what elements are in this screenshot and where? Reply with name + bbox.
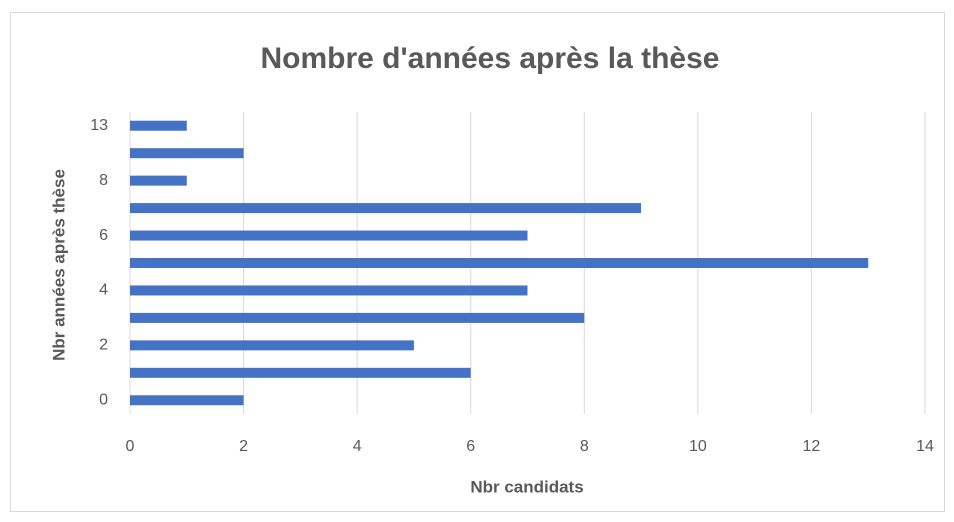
x-axis-title: Nbr candidats [470, 477, 583, 496]
chart-title: Nombre d'années après la thèse [261, 42, 720, 75]
x-tick-label: 2 [239, 438, 248, 455]
bar [130, 258, 869, 268]
x-tick-label: 6 [466, 438, 475, 455]
bar [130, 148, 244, 159]
bar [130, 203, 642, 214]
x-tick-label: 4 [353, 438, 362, 455]
y-tick-label: 6 [99, 227, 108, 244]
bar [130, 340, 414, 351]
bar [130, 120, 187, 131]
x-tick-label: 14 [916, 438, 934, 455]
x-tick-label: 8 [580, 438, 589, 455]
bar [130, 367, 471, 378]
x-tick-label: 0 [126, 438, 135, 455]
y-tick-label: 8 [99, 172, 108, 189]
bar [130, 230, 528, 241]
y-axis-title: Nbr années après thèse [49, 169, 68, 361]
x-tick-label: 10 [689, 438, 707, 455]
y-tick-label: 13 [90, 117, 108, 134]
bar [130, 175, 187, 186]
y-tick-label: 4 [99, 282, 108, 299]
bar [130, 285, 528, 296]
bar [130, 395, 244, 406]
x-tick-label: 12 [803, 438, 821, 455]
y-tick-label: 0 [99, 391, 108, 408]
bar [130, 312, 585, 323]
y-tick-label: 2 [99, 337, 108, 354]
